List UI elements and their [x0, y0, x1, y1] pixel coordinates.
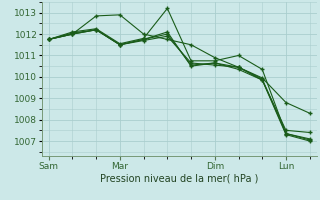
- X-axis label: Pression niveau de la mer( hPa ): Pression niveau de la mer( hPa ): [100, 173, 258, 183]
